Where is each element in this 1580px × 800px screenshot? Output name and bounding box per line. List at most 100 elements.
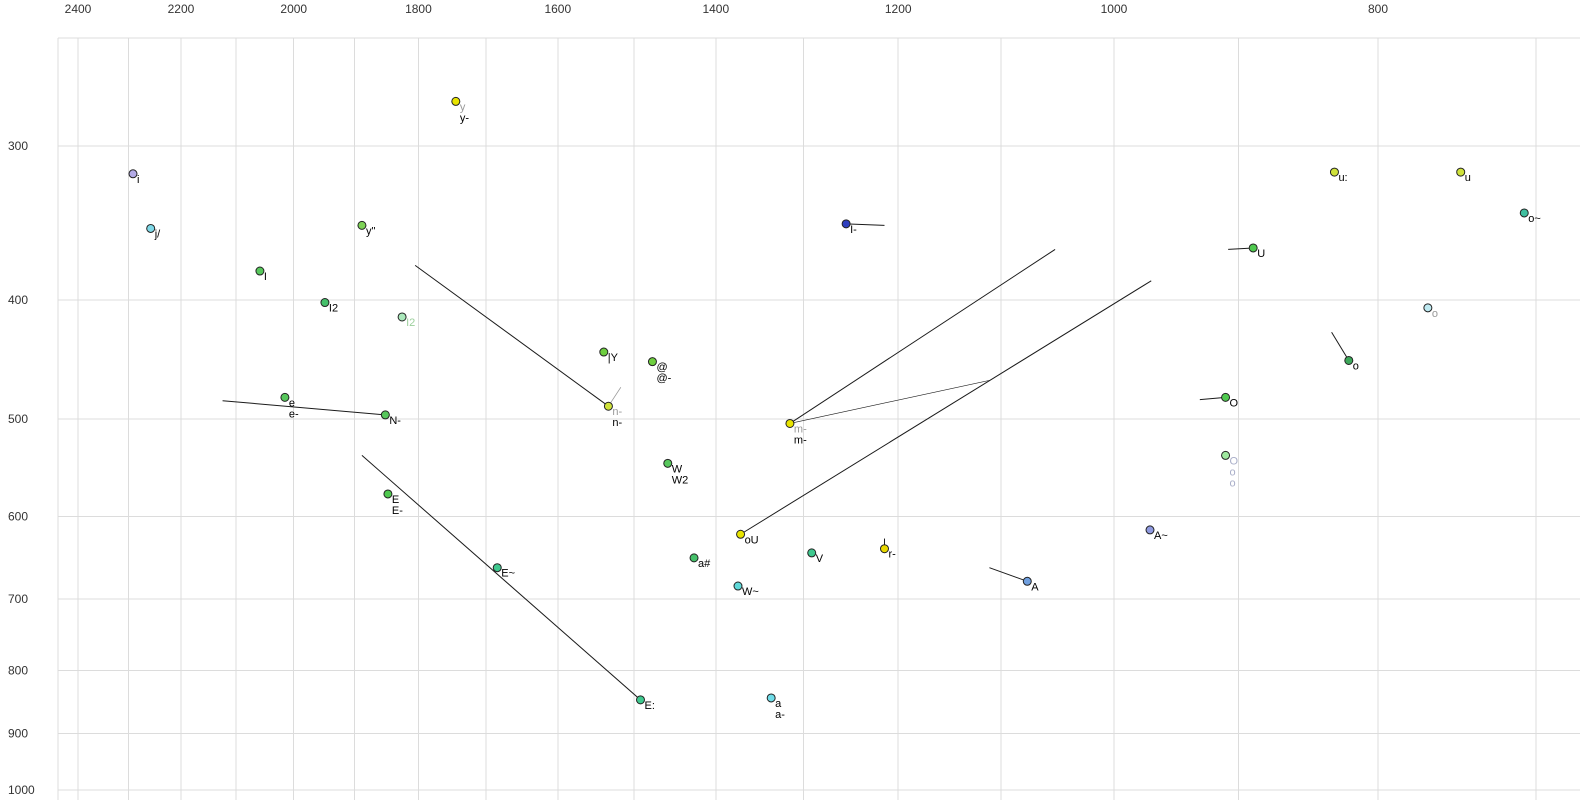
data-point-label-I2: I2 (329, 303, 338, 315)
data-point-label-m-: m- (794, 434, 807, 446)
data-point-label-a: a- (775, 709, 785, 721)
data-point-O-muted (1221, 450, 1231, 460)
y-axis-tick-label: 1000 (8, 783, 35, 797)
x-axis-tick-label: 1800 (405, 2, 432, 16)
data-point-label-at: @ (656, 362, 667, 374)
trajectory-line (740, 280, 1152, 535)
data-point-oU (736, 529, 746, 539)
x-axis-tick-label: 1200 (885, 2, 912, 16)
trajectory-line (222, 400, 386, 416)
data-point-label-n-: n- (612, 417, 622, 429)
data-point-A (1022, 576, 1032, 586)
data-point-E-colon (635, 695, 645, 705)
data-point-label-E: E- (392, 505, 403, 517)
data-point-label-y: y- (460, 112, 470, 124)
data-point-e (280, 392, 290, 402)
data-point-label-A-tilde: A~ (1154, 530, 1168, 542)
data-point-V (807, 548, 817, 558)
data-point-label-u-colon: u: (1338, 172, 1347, 184)
data-point-label-O: O (1230, 397, 1239, 409)
trajectory-line (846, 223, 885, 226)
y-axis-tick-label: 800 (8, 664, 28, 678)
y-axis-tick-label: 400 (8, 293, 28, 307)
data-point-I2 (320, 298, 330, 308)
trajectory-line (789, 249, 1056, 424)
data-point-label-oU: oU (745, 534, 759, 546)
data-point-label-A: A (1031, 581, 1039, 593)
data-point-label-o: o (1353, 360, 1359, 372)
data-point-label-I-: I- (850, 224, 857, 236)
y-axis-tick-label: 600 (8, 510, 28, 524)
data-point-o-muted (1423, 303, 1433, 313)
data-point-label-W: W (672, 463, 683, 475)
data-point-o-tilde (1519, 208, 1529, 218)
x-axis-tick-label: 2200 (168, 2, 195, 16)
data-point-u (1456, 167, 1466, 177)
data-point-a-hash (689, 553, 699, 563)
data-point-j-slash (146, 223, 156, 233)
data-point-E (383, 489, 393, 499)
data-point-label-N-: N- (389, 415, 401, 427)
data-point-y-umlaut (357, 220, 367, 230)
y-axis-tick-label: 300 (8, 139, 28, 153)
trajectory-line (1331, 332, 1350, 361)
data-point-label-E-tilde: E~ (501, 568, 515, 580)
data-point-label-u: u (1465, 172, 1471, 184)
data-point-label-I2-muted: I2 (406, 317, 415, 329)
data-point-I (255, 266, 265, 276)
data-point-O (1221, 392, 1231, 402)
data-point-label-n-: n- (612, 406, 622, 418)
data-point-label-E-colon: E: (644, 700, 654, 712)
y-axis-tick-label: 700 (8, 592, 28, 606)
data-point-U (1248, 243, 1258, 253)
data-point-y (451, 96, 461, 106)
y-axis-tick-label: 900 (8, 727, 28, 741)
data-point-r- (879, 544, 889, 554)
data-point-label-V: V (816, 553, 824, 565)
trajectory-line (414, 264, 609, 407)
data-point-label-j-slash: j/ (154, 228, 161, 240)
x-axis-tick-label: 1000 (1101, 2, 1128, 16)
data-point-label-y: y (460, 101, 466, 113)
data-point-label-O-muted: o (1230, 477, 1236, 489)
data-point-u-colon (1329, 167, 1339, 177)
data-point-label-e: e- (289, 408, 299, 420)
x-axis-tick-label: 2000 (280, 2, 307, 16)
data-point-label-U: U (1257, 248, 1265, 260)
data-point-label-W: W2 (672, 474, 689, 486)
x-axis-tick-label: 800 (1368, 2, 1388, 16)
trajectory-line (989, 567, 1028, 582)
trajectory-line (361, 455, 641, 701)
x-axis-tick-label: 1400 (702, 2, 729, 16)
data-point-label-e: e (289, 397, 295, 409)
data-point-label-W-tilde: W~ (742, 586, 759, 598)
data-point-label-at: @- (656, 373, 671, 385)
data-point-E-tilde (492, 563, 502, 573)
data-point-bar-Y (599, 347, 609, 357)
data-point-at (647, 357, 657, 367)
data-point-I2-muted (397, 312, 407, 322)
data-point-label-a-hash: a# (698, 558, 711, 570)
data-point-label-o-tilde: o~ (1528, 213, 1541, 225)
trajectory-line (789, 380, 990, 424)
data-point-label-O-muted: O (1230, 455, 1239, 467)
data-point-A-tilde (1145, 525, 1155, 535)
data-point-W-tilde (733, 581, 743, 591)
data-point-label-I: I (264, 271, 267, 283)
data-point-label-bar-Y: |Y (608, 352, 619, 364)
data-point-label-a: a (775, 698, 782, 710)
data-point-label-y-umlaut: y" (366, 225, 376, 237)
data-point-N- (380, 410, 390, 420)
data-point-n- (603, 401, 613, 411)
data-point-label-r-: r- (888, 549, 896, 561)
x-axis-tick-label: 2400 (65, 2, 92, 16)
data-point-label-O-muted: o (1230, 466, 1236, 478)
data-point-m- (785, 418, 795, 428)
data-point-o (1344, 355, 1354, 365)
data-point-I- (841, 219, 851, 229)
y-axis-tick-label: 500 (8, 412, 28, 426)
data-point-i (128, 169, 138, 179)
data-point-label-m-: m- (794, 423, 807, 435)
